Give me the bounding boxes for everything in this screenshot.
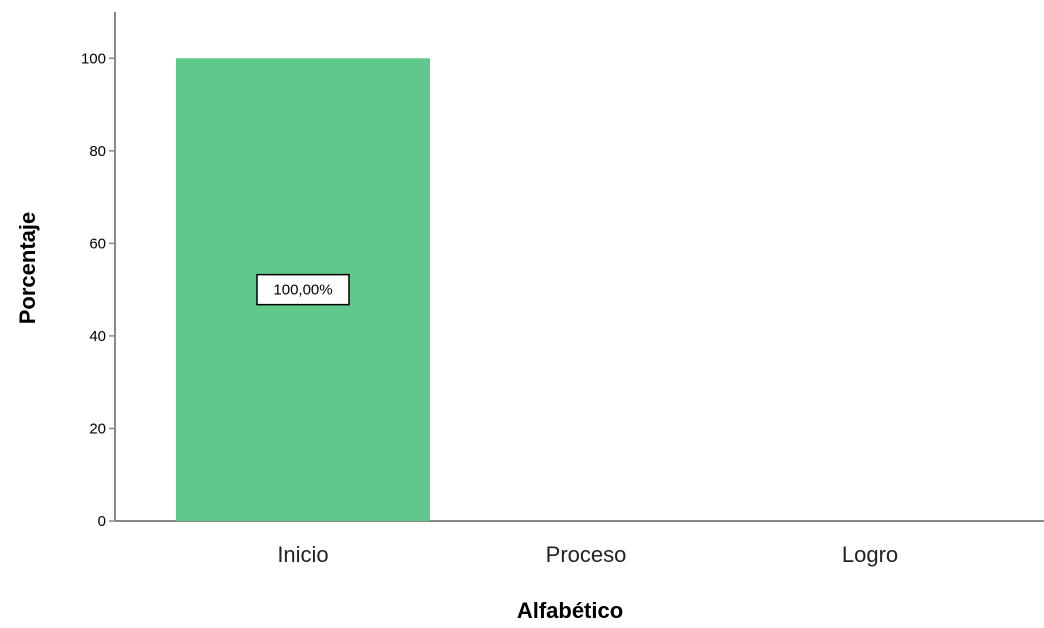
y-tick-label: 0 xyxy=(98,513,106,530)
y-tick-label: 40 xyxy=(89,328,106,345)
x-axis-title: Alfabético xyxy=(517,598,623,623)
data-label-box xyxy=(256,273,350,306)
y-axis: 0 20 40 60 80 100 xyxy=(81,12,116,530)
y-tick-label: 20 xyxy=(89,420,106,437)
data-label-text: 100,00% xyxy=(273,282,332,299)
bars-group: 100,00% xyxy=(176,58,430,521)
data-label: 100,00% xyxy=(256,273,350,306)
x-axis: Inicio Proceso Logro xyxy=(115,520,1044,567)
x-tick-label: Logro xyxy=(842,542,898,567)
x-tick-label: Proceso xyxy=(546,542,627,567)
y-axis-title: Porcentaje xyxy=(15,212,40,325)
y-tick-label: 100 xyxy=(81,50,106,67)
x-tick-label: Inicio xyxy=(277,542,328,567)
y-tick-label: 80 xyxy=(89,143,106,160)
y-tick-label: 60 xyxy=(89,235,106,252)
